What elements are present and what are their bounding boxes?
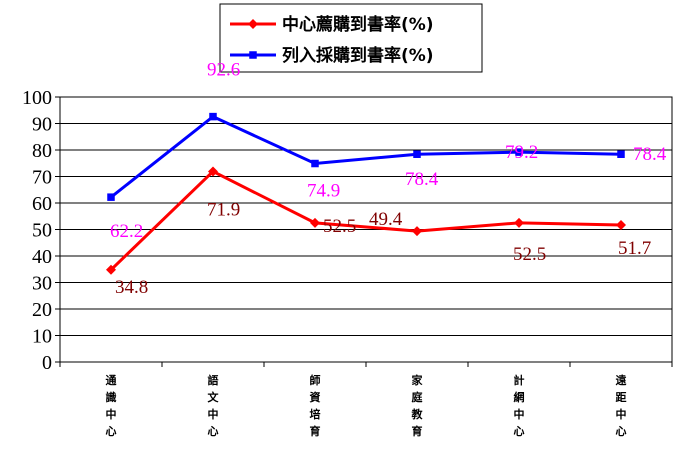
data-point-square xyxy=(311,159,319,168)
data-label: 78.4 xyxy=(633,144,667,165)
series-layer: 62.2 92.6 74.9 78.4 79.2 78.4 34.8 71.9 52.5 49.4… xyxy=(106,60,667,298)
x-category-label: 師資培育 xyxy=(310,373,321,438)
x-axis: 通識中心 語文中心 師資培育 家庭教育 計網中心 遠距中心 xyxy=(59,362,673,438)
series-line xyxy=(110,114,622,199)
y-tick-label: 0 xyxy=(42,352,52,374)
y-tick-label: 60 xyxy=(32,193,52,215)
y-tick-label: 20 xyxy=(32,299,52,321)
data-label: 62.2 xyxy=(110,221,143,242)
data-label: 34.8 xyxy=(115,277,148,298)
series-1: 34.8 71.9 52.5 49.4 52.5 51.7 xyxy=(106,166,651,298)
legend-box xyxy=(219,3,483,73)
data-point-diamond xyxy=(514,217,524,228)
y-tick-label: 50 xyxy=(32,220,52,242)
data-point-square xyxy=(249,51,257,59)
x-category-label: 遠距中心 xyxy=(616,373,627,438)
data-point-square xyxy=(209,112,217,121)
legend-label: 中心薦購到書率(%) xyxy=(282,14,434,35)
x-category-label: 通識中心 xyxy=(106,374,117,438)
y-axis: 0 10 20 30 40 50 60 70 80 90 100 xyxy=(22,87,60,374)
legend-item: 列入採購到書率(%) xyxy=(230,45,434,66)
y-tick-label: 70 xyxy=(32,167,52,189)
data-point-diamond xyxy=(616,219,626,230)
legend-item: 中心薦購到書率(%) xyxy=(230,14,434,35)
y-tick-label: 30 xyxy=(32,273,52,295)
series-line xyxy=(109,169,622,271)
data-point-diamond xyxy=(106,264,116,275)
data-point-diamond xyxy=(248,19,258,29)
data-point-square xyxy=(617,150,625,158)
data-label: 51.7 xyxy=(618,238,651,259)
data-point-diamond xyxy=(412,226,422,237)
data-label: 78.4 xyxy=(405,169,439,190)
gridlines xyxy=(60,123,672,336)
data-label: 79.2 xyxy=(505,142,538,163)
series-2: 62.2 92.6 74.9 78.4 79.2 78.4 xyxy=(107,60,667,242)
data-label: 74.9 xyxy=(307,181,340,202)
y-tick-label: 80 xyxy=(32,140,52,162)
y-tick-label: 90 xyxy=(32,114,52,136)
legend: 中心薦購到書率(%) 列入採購到書率(%) xyxy=(219,3,483,73)
data-point-square xyxy=(107,193,115,201)
y-tick-label: 100 xyxy=(22,87,52,109)
x-category-label: 家庭教育 xyxy=(411,373,424,438)
y-tick-label: 10 xyxy=(32,326,52,348)
x-category-label: 語文中心 xyxy=(208,373,220,438)
x-category-label: 計網中心 xyxy=(514,373,525,438)
data-point-diamond xyxy=(310,217,320,228)
data-point-square xyxy=(413,150,421,158)
data-label: 52.5 xyxy=(513,244,546,265)
data-point-square xyxy=(515,148,523,156)
data-label: 52.5 xyxy=(323,216,356,237)
legend-label: 列入採購到書率(%) xyxy=(282,45,434,66)
data-label: 71.9 xyxy=(207,199,240,220)
y-tick-label: 40 xyxy=(32,246,52,268)
data-label: 92.6 xyxy=(207,60,240,81)
data-label: 49.4 xyxy=(369,209,403,230)
data-point-diamond xyxy=(208,166,218,177)
